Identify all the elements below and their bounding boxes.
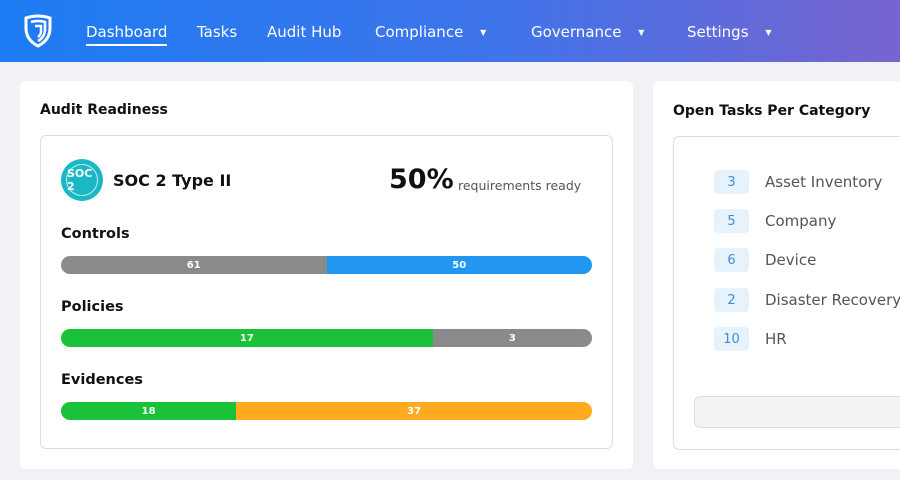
policies-label: Policies <box>61 299 124 315</box>
task-count-badge: 3 <box>714 170 749 194</box>
soc2-badge-icon: SOC 2 <box>61 159 103 201</box>
task-count-badge: 2 <box>714 288 749 312</box>
nav-dashboard[interactable]: Dashboard <box>86 22 168 46</box>
policies-segment-not-ready[interactable]: 3 <box>432 329 592 347</box>
nav-governance[interactable]: Governance ▼ <box>531 22 644 43</box>
task-count-badge: 10 <box>714 327 749 351</box>
controls-label: Controls <box>61 226 130 242</box>
policies-ready-value: 17 <box>239 332 254 344</box>
tasks-footer-field[interactable] <box>694 396 900 428</box>
policies-not-ready-value: 3 <box>508 332 516 344</box>
chevron-down-icon: ▼ <box>765 28 772 37</box>
policies-bar[interactable]: 17 3 <box>61 329 592 347</box>
controls-ready-value: 50 <box>452 259 467 271</box>
audit-readiness-card: Audit Readiness SOC 2 SOC 2 Type II 50% … <box>20 81 633 469</box>
soc2-badge-text: SOC 2 <box>67 167 93 193</box>
task-category-name: HR <box>765 330 787 348</box>
nav-governance-label: Governance <box>531 23 622 41</box>
nav-audit-hub-label: Audit Hub <box>267 23 342 41</box>
task-count-badge: 6 <box>714 248 749 272</box>
nav-compliance[interactable]: Compliance ▼ <box>375 22 486 43</box>
evidences-pending-value: 37 <box>407 405 422 417</box>
nav-tasks[interactable]: Tasks <box>197 22 237 42</box>
nav-dashboard-label: Dashboard <box>86 23 168 41</box>
open-tasks-card: Open Tasks Per Category 3 Asset Inventor… <box>653 81 900 469</box>
controls-segment-not-ready[interactable]: 61 <box>61 256 327 274</box>
readiness-percent-label: requirements ready <box>458 178 582 193</box>
task-category-name: Company <box>765 212 837 230</box>
chevron-down-icon: ▼ <box>480 28 487 37</box>
controls-not-ready-value: 61 <box>186 259 201 271</box>
audit-readiness-title: Audit Readiness <box>40 102 168 118</box>
framework-name: SOC 2 Type II <box>113 171 232 190</box>
task-count-badge: 5 <box>714 209 749 233</box>
nav-compliance-label: Compliance <box>375 23 464 41</box>
top-nav-bar: Dashboard Tasks Audit Hub Compliance ▼ G… <box>0 0 900 62</box>
nav-tasks-label: Tasks <box>197 23 238 41</box>
evidences-label: Evidences <box>61 372 143 388</box>
evidences-segment-ready[interactable]: 18 <box>61 402 237 420</box>
task-category-name: Disaster Recovery <box>765 291 900 309</box>
task-category-name: Device <box>765 251 817 269</box>
shield-logo-icon[interactable] <box>20 12 56 48</box>
nav-settings-label: Settings <box>687 23 749 41</box>
evidences-segment-pending[interactable]: 37 <box>236 402 592 420</box>
task-category-name: Asset Inventory <box>765 173 883 191</box>
controls-segment-ready[interactable]: 50 <box>326 256 592 274</box>
readiness-percent: 50% <box>389 164 454 195</box>
evidences-ready-value: 18 <box>141 405 156 417</box>
nav-audit-hub[interactable]: Audit Hub <box>267 22 341 42</box>
controls-bar[interactable]: 61 50 <box>61 256 592 274</box>
framework-panel[interactable]: SOC 2 SOC 2 Type II 50% requirements rea… <box>40 135 613 449</box>
open-tasks-title: Open Tasks Per Category <box>673 103 871 119</box>
policies-segment-ready[interactable]: 17 <box>61 329 433 347</box>
evidences-bar[interactable]: 18 37 <box>61 402 592 420</box>
chevron-down-icon: ▼ <box>638 28 645 37</box>
nav-settings[interactable]: Settings ▼ <box>687 22 771 43</box>
